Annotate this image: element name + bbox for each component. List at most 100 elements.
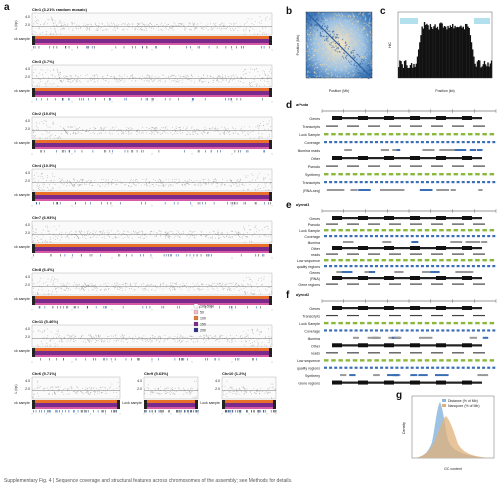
- legend-swatch-1: [442, 399, 446, 402]
- legend-label: 100-50%: [200, 305, 214, 309]
- panel-letter-a: a: [4, 2, 10, 13]
- chromosome-title: Chr2 (10.6%): [32, 111, 57, 116]
- track-label: Transcripts: [302, 125, 320, 129]
- y-tick-label: 2.0: [137, 387, 142, 391]
- y-tick-label: 4.0: [25, 15, 30, 19]
- panel-a-chromosome-tracks: Chr1 (3.21% random mosaic)4.02.0L (bp)Lo…: [14, 7, 277, 415]
- legend-label: 100: [200, 317, 206, 321]
- lock-sample-label: Lock sample: [14, 245, 30, 249]
- track-label: Pseudo: [308, 223, 320, 227]
- lock-sample-label: Lock sample: [14, 89, 30, 93]
- chromosome-block: Chr2 (10.6%)4.0 2.0 Lock sample: [14, 111, 273, 155]
- lock-sample-label: Lock sample: [14, 141, 30, 145]
- panel-g-xlabel: GC content: [444, 467, 462, 471]
- chromosome-title: Chr7 (6.93%): [32, 215, 57, 220]
- track-label: Other: [311, 247, 321, 251]
- lock-sample-label: Lock sample: [200, 401, 220, 405]
- y-tick-label: 2.0: [25, 179, 30, 183]
- y-tick-label: 2.0: [25, 387, 30, 391]
- panel-letter-c: c: [380, 6, 386, 17]
- browser-title: at*vda: [296, 102, 309, 107]
- density-series-2: [414, 416, 492, 458]
- y-tick-label: 4.0: [25, 379, 30, 383]
- lock-sample-label: Lock sample: [14, 401, 30, 405]
- track-label: reads: [311, 352, 320, 356]
- track-label: Lock Sample: [299, 229, 320, 233]
- panel-letter-e: e: [286, 200, 292, 211]
- track-label: Pseudo: [308, 165, 320, 169]
- lock-sample-label: Lock sample: [14, 37, 30, 41]
- figure-caption: Supplementary Fig. 4 | Sequence coverage…: [4, 478, 293, 484]
- track-label: Syntheny: [305, 374, 320, 378]
- legend-swatch: [193, 321, 199, 327]
- track-label: (RNA-seq): [303, 189, 320, 193]
- chromosome-title: Chr9 (5.63%): [144, 371, 169, 376]
- track-label: (RNA): [310, 277, 320, 281]
- panel-b-ylabel: Position (Mb): [296, 35, 300, 56]
- y-tick-label: 4.0: [25, 67, 30, 71]
- y-tick-label: 4.0: [25, 223, 30, 227]
- legend-swatch: [193, 327, 199, 333]
- y-tick-label: 4.0: [25, 275, 30, 279]
- track-label: Lock Sample: [299, 133, 320, 137]
- track-label: Coverage: [304, 235, 320, 239]
- y-tick-label: 2.0: [215, 387, 220, 391]
- track-label: Coverage: [304, 141, 320, 145]
- lock-sample-label: Lock sample: [14, 297, 30, 301]
- panel-f-genome-browser: dyrcd1 Genes Transcripts Lock Sample Coverag…: [296, 292, 497, 386]
- track-label: Illumina: [308, 241, 320, 245]
- chromosome-title: Chr8 (6.4%): [32, 267, 55, 272]
- lock-sample-label: Lock sample: [122, 401, 142, 405]
- chromosome-title: Chr4 (10.5%): [32, 163, 57, 168]
- chromosome-title: Chr3 (3.7%): [32, 59, 55, 64]
- y-tick-label: 4.0: [25, 171, 30, 175]
- chromosome-block: Chr8 (6.4%)4.0 2.0 Lock sample: [14, 267, 273, 311]
- y-tick-label: 2.0: [25, 23, 30, 27]
- legend-label: 150: [200, 323, 206, 327]
- chromosome-block: Chr10 (1.2%)4.0 2.0 Lock sample: [200, 371, 277, 415]
- legend-label-2: Nanopore (% of Mb): [448, 404, 480, 408]
- y-tick-label: 4.0: [137, 379, 142, 383]
- chromosome-block: Chr9 (5.63%)4.0 2.0 Lock sample: [122, 371, 199, 415]
- y-axis-label: L (bp): [14, 20, 18, 29]
- track-label: Genes: [309, 117, 320, 121]
- y-tick-label: 4.0: [215, 379, 220, 383]
- track-label: Transcripts: [302, 181, 320, 185]
- panel-c-ylabel: HiC: [388, 42, 392, 48]
- track-label: Other: [311, 157, 321, 161]
- panel-letter-d: d: [286, 100, 293, 111]
- panel-c-xlabel: Position (kb): [435, 89, 454, 93]
- track-label: Other: [311, 344, 321, 348]
- chromosome-title: Chr10 (1.2%): [222, 371, 247, 376]
- track-label: Coverage: [304, 329, 320, 333]
- track-label: Syntheny: [305, 173, 320, 177]
- panel-letter-g: g: [396, 390, 403, 401]
- legend-swatch: [193, 309, 199, 315]
- browser-title: dyrnd1: [296, 202, 310, 207]
- track-label: Genes: [309, 217, 320, 221]
- track-label: Transcripts: [302, 314, 320, 318]
- track-label: Genes: [309, 307, 320, 311]
- track-label: Illumina reads: [298, 149, 321, 153]
- panel-g-gc-density: Distance (% of Mb) Nanopore (% of Mb) GC…: [402, 395, 495, 471]
- legend-label: 50: [200, 311, 204, 315]
- chromosome-title: Chr6 (5.71%): [32, 371, 57, 376]
- y-tick-label: 4.0: [25, 119, 30, 123]
- lock-sample-label: Lock sample: [14, 193, 30, 197]
- panel-d-genome-browser: at*vda Genes Transcripts Lock Sample Coverag…: [296, 102, 497, 193]
- track-label: Low sequence: [297, 259, 320, 263]
- chromosome-block: Chr3 (3.7%)4.0 2.0 Lock sample: [14, 59, 273, 103]
- chromosome-block: Chr6 (5.71%)4.0 2.0 L (bp) Lock sample: [14, 371, 121, 415]
- lock-sample-label: Lock sample: [14, 349, 30, 353]
- y-tick-label: 4.0: [25, 327, 30, 331]
- chromosome-block: Chr1 (3.21% random mosaic)4.0 2.0 L (bp) Lo…: [14, 7, 273, 51]
- legend-swatch: [193, 315, 199, 321]
- track-label: Low sequence: [297, 359, 320, 363]
- legend-label: 200: [200, 329, 206, 333]
- chromosome-title: Chr1 (3.21% random mosaic): [32, 7, 88, 12]
- y-tick-label: 2.0: [25, 127, 30, 131]
- track-label: Gene regions: [298, 382, 320, 386]
- chromosome-block: Chr7 (6.93%)4.0 2.0 Lock sample: [14, 215, 273, 259]
- legend-label-1: Distance (% of Mb): [448, 399, 478, 403]
- track-label: Gene regions: [298, 283, 320, 287]
